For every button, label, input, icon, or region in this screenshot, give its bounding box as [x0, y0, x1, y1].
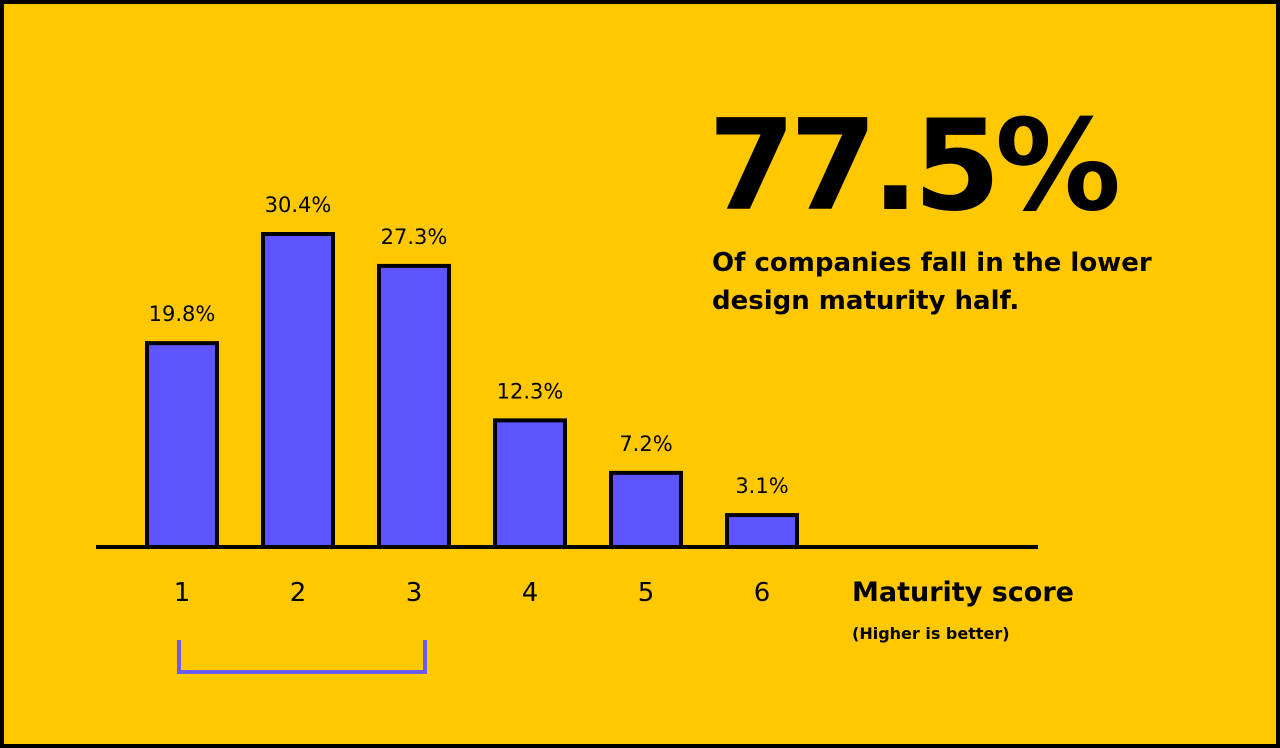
tick-label-1: 1 — [174, 578, 191, 608]
value-label-3: 27.3% — [381, 225, 448, 249]
bar-6 — [725, 513, 799, 549]
value-label-1: 19.8% — [149, 302, 216, 326]
bar-5 — [609, 470, 683, 549]
headline-caption: Of companies fall in the lower design ma… — [712, 248, 1152, 316]
tick-label-5: 5 — [638, 578, 655, 608]
tick-label-4: 4 — [522, 578, 539, 608]
tick-label-2: 2 — [290, 578, 307, 608]
bar-4 — [493, 418, 567, 549]
headline-stat: 77.5% — [708, 92, 1121, 239]
value-label-4: 12.3% — [497, 379, 564, 403]
tick-label-3: 3 — [406, 578, 423, 608]
bar-2 — [261, 232, 335, 549]
x-axis-title: Maturity score — [852, 577, 1074, 608]
value-label-6: 3.1% — [735, 474, 788, 498]
value-label-2: 30.4% — [265, 193, 332, 217]
tick-label-6: 6 — [754, 578, 771, 608]
bar-1 — [145, 341, 219, 549]
value-label-5: 7.2% — [619, 432, 672, 456]
value-labels-layer: 19.8% 30.4% 27.3% 12.3% 7.2% 3.1% — [149, 193, 789, 498]
lower-half-bracket — [177, 640, 427, 674]
bars-layer — [145, 232, 799, 549]
x-axis-note: (Higher is better) — [852, 624, 1010, 643]
bar-3 — [377, 263, 451, 549]
tick-labels-layer: 1 2 3 4 5 6 — [174, 578, 771, 608]
